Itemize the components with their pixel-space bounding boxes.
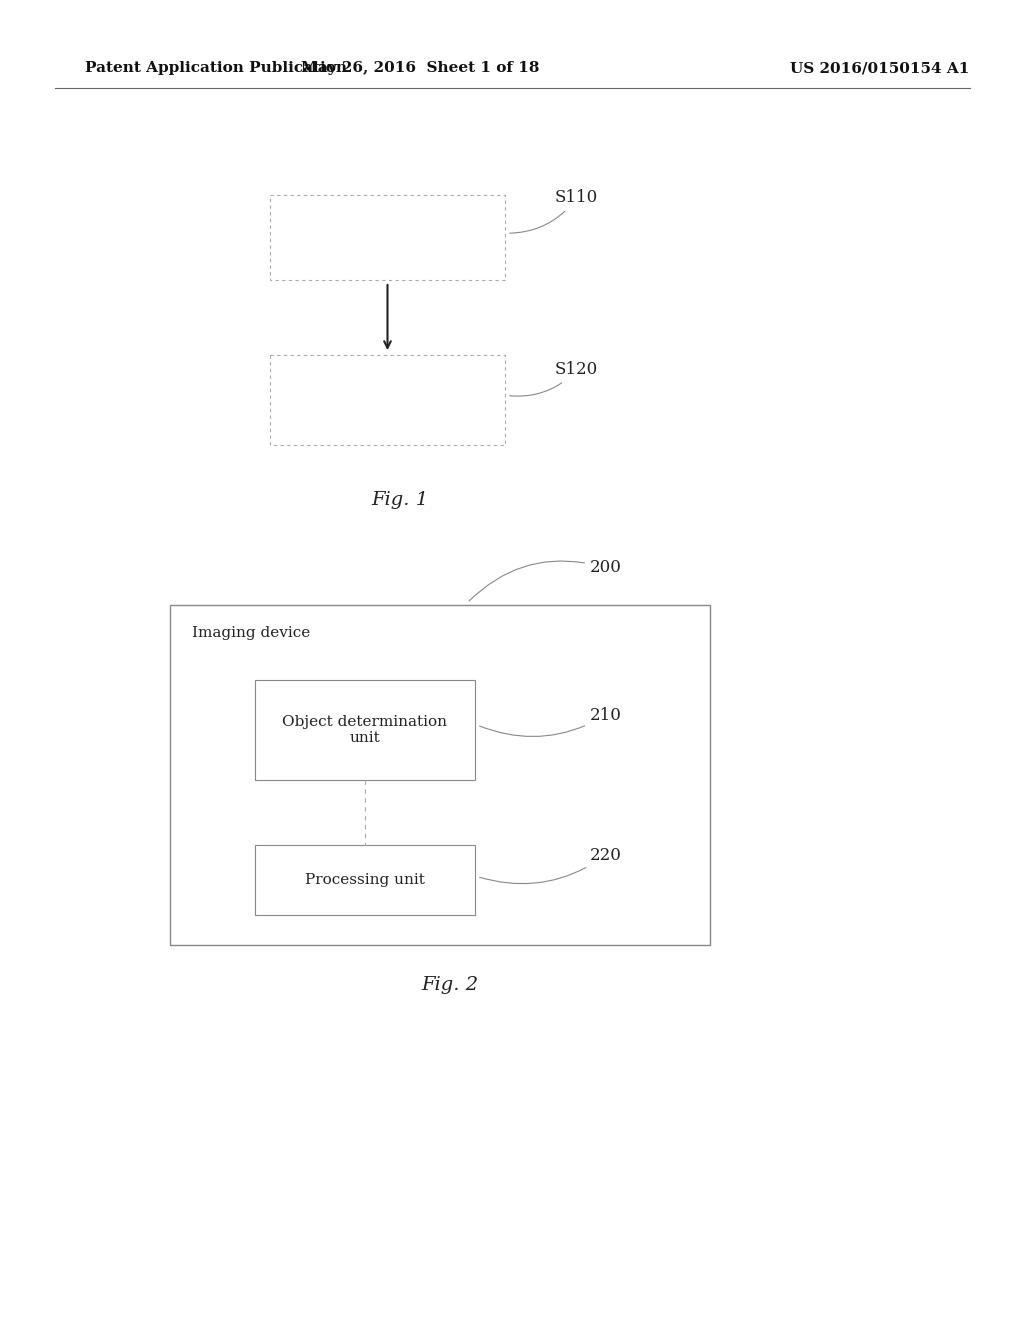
Text: Imaging device: Imaging device <box>193 626 310 640</box>
Text: Patent Application Publication: Patent Application Publication <box>85 61 347 75</box>
Text: Object determination
unit: Object determination unit <box>283 715 447 744</box>
Bar <box>255 680 475 780</box>
Text: S120: S120 <box>510 362 598 396</box>
Text: 200: 200 <box>469 560 622 601</box>
Text: 220: 220 <box>479 846 622 883</box>
Text: 210: 210 <box>479 706 622 737</box>
Text: Fig. 1: Fig. 1 <box>372 491 429 510</box>
Text: Processing unit: Processing unit <box>305 873 425 887</box>
Bar <box>255 845 475 915</box>
Bar <box>270 195 505 280</box>
Text: May 26, 2016  Sheet 1 of 18: May 26, 2016 Sheet 1 of 18 <box>301 61 540 75</box>
Text: Fig. 2: Fig. 2 <box>422 975 478 994</box>
Bar <box>170 605 710 945</box>
Text: US 2016/0150154 A1: US 2016/0150154 A1 <box>791 61 970 75</box>
Bar <box>270 355 505 445</box>
Text: S110: S110 <box>510 190 598 234</box>
